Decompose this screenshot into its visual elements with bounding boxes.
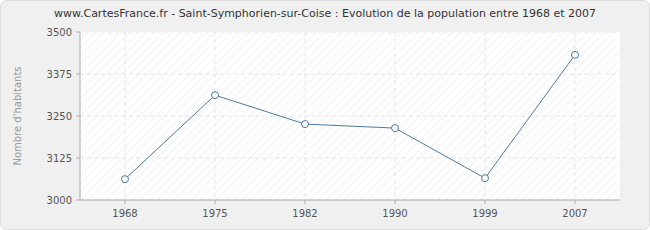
y-tick-label: 3375 — [47, 69, 72, 80]
y-tick — [76, 32, 80, 33]
x-tick — [395, 200, 396, 204]
x-tick-label: 1999 — [472, 208, 497, 219]
title: www.CartesFrance.fr - Saint-Symphorien-s… — [54, 7, 596, 20]
x-tick-label: 2007 — [562, 208, 587, 219]
x-tick-label: 1982 — [292, 208, 317, 219]
x-axis — [80, 200, 620, 201]
x-tick — [305, 200, 306, 204]
grid-line — [80, 158, 620, 159]
grid-line — [305, 32, 306, 200]
x-tick — [485, 200, 486, 204]
chart: www.CartesFrance.fr - Saint-Symphorien-s… — [0, 0, 650, 230]
grid-line — [215, 32, 216, 200]
y-tick — [76, 158, 80, 159]
marker — [212, 92, 219, 99]
y-axis — [80, 32, 81, 200]
grid-line — [395, 32, 396, 200]
grid-line — [80, 32, 620, 33]
line — [125, 55, 575, 179]
marker — [122, 176, 129, 183]
plot-area — [80, 32, 620, 200]
series — [122, 51, 579, 182]
y-tick — [76, 116, 80, 117]
y-tick-label: 3250 — [47, 111, 72, 122]
y-tick — [76, 200, 80, 201]
grid-line — [125, 32, 126, 200]
x-tick-label: 1968 — [112, 208, 137, 219]
x-tick — [215, 200, 216, 204]
x-tick-label: 1990 — [382, 208, 407, 219]
grid-line — [80, 74, 620, 75]
background — [1, 1, 650, 230]
x-tick — [125, 200, 126, 204]
y-axis-label: Nombre d'habitants — [12, 66, 23, 165]
marker — [392, 125, 399, 132]
y-tick — [76, 74, 80, 75]
marker — [482, 175, 489, 182]
grid-line — [80, 200, 620, 201]
marker — [302, 121, 309, 128]
y-tick-label: 3000 — [47, 195, 72, 206]
x-tick-label: 1975 — [202, 208, 227, 219]
y-tick-label: 3500 — [47, 27, 72, 38]
x-tick — [575, 200, 576, 204]
grid-line — [80, 116, 620, 117]
y-tick-label: 3125 — [47, 153, 72, 164]
marker — [572, 51, 579, 58]
